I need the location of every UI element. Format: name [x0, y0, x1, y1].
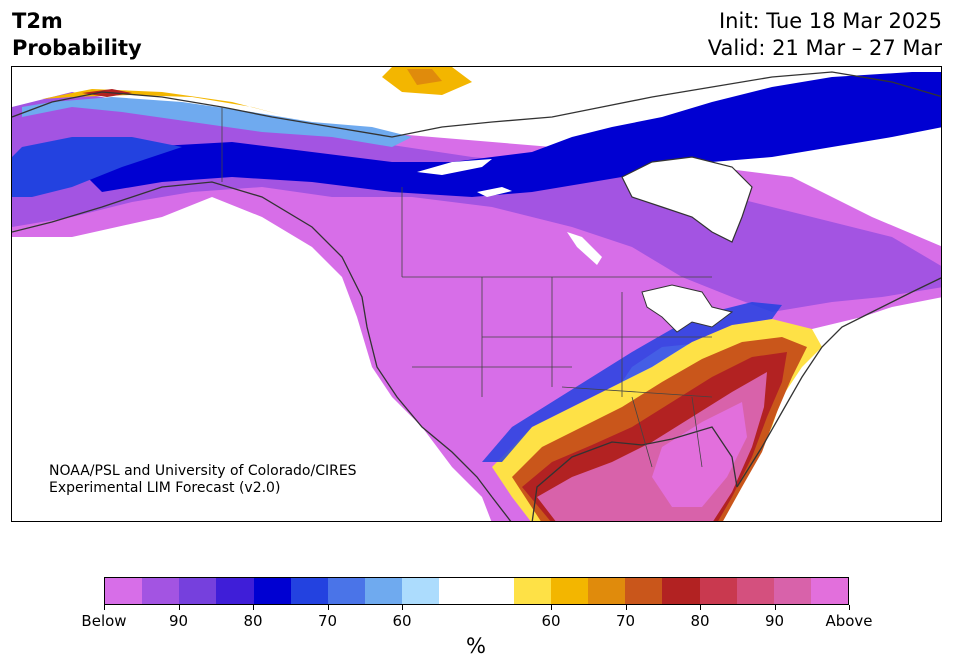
colorbar-tick-mark — [551, 605, 552, 610]
colorbar-tick-label: 60 — [541, 612, 561, 630]
colorbar-segment — [365, 578, 403, 604]
lake-winnipeg — [567, 232, 602, 265]
state-borders — [221, 107, 713, 468]
colorbar-segment — [662, 578, 700, 604]
credit-text: NOAA/PSL and University of Colorado/CIRE… — [49, 463, 357, 497]
forecast-dates: Init: Tue 18 Mar 2025 Valid: 21 Mar – 27… — [708, 8, 942, 62]
colorbar-segment — [699, 578, 737, 604]
valid-dates: Valid: 21 Mar – 27 Mar — [707, 36, 942, 60]
colorbar-tick-mark — [327, 605, 329, 610]
lake-athabasca — [477, 187, 512, 197]
credit-line-1: NOAA/PSL and University of Colorado/CIRE… — [49, 463, 357, 479]
colorbar-segment — [513, 578, 551, 604]
colorbar-tick-mark — [774, 605, 776, 610]
colorbar-tick-mark — [104, 605, 105, 610]
hudson-bay — [621, 156, 753, 243]
colorbar-tick-label: 80 — [690, 612, 710, 630]
colorbar-segment — [142, 578, 180, 604]
colorbar-segment — [439, 578, 477, 604]
forecast-map: NOAA/PSL and University of Colorado/CIRE… — [11, 66, 942, 522]
colorbar-segment — [625, 578, 663, 604]
colorbar-tick-mark — [625, 605, 627, 610]
colorbar-segment — [327, 578, 366, 604]
coastline-arctic — [12, 71, 941, 138]
colorbar-tick-label: Below — [81, 612, 127, 630]
map-title: T2m Probability — [12, 8, 142, 62]
colorbar-tick-mark — [253, 605, 254, 610]
colorbar — [104, 577, 849, 605]
colorbar-tick-label: 90 — [168, 612, 189, 630]
region-light-blue-arctic — [22, 97, 412, 147]
colorbar-tick-label: 60 — [392, 612, 412, 630]
colorbar-segment — [550, 578, 589, 604]
colorbar-tick-label: 70 — [317, 612, 338, 630]
init-date: Init: Tue 18 Mar 2025 — [718, 9, 942, 33]
region-above-max — [652, 402, 747, 507]
colorbar-tick-label: 70 — [615, 612, 636, 630]
coastline-west — [12, 181, 493, 498]
colorbar-tick-mark — [700, 605, 701, 610]
colorbar-segment — [736, 578, 774, 604]
region-below-transition — [482, 302, 782, 462]
colorbar-segment — [105, 578, 143, 604]
colorbar-segment — [179, 578, 217, 604]
region-below-80 — [72, 72, 941, 197]
colorbar-segment — [216, 578, 254, 604]
region-blue-mid — [12, 137, 182, 197]
colorbar-tick-label: Above — [825, 612, 873, 630]
coastline-east — [736, 277, 941, 488]
colorbar-tick-mark — [849, 605, 850, 610]
colorbar-segment — [773, 578, 811, 604]
product-label: Probability — [12, 36, 142, 60]
colorbar-tick-label: 80 — [243, 612, 263, 630]
colorbar-tick-label: 90 — [764, 612, 785, 630]
variable-label: T2m — [12, 9, 63, 33]
map-canvas — [12, 67, 941, 521]
great-slave-lake — [417, 159, 492, 175]
credit-line-2: Experimental LIM Forecast (v2.0) — [49, 480, 281, 496]
colorbar-segment — [290, 578, 328, 604]
region-above-yukon-orange — [407, 69, 442, 85]
colorbar-segment — [588, 578, 626, 604]
colorbar-segment — [810, 578, 849, 604]
colorbar-tick-mark — [178, 605, 180, 610]
colorbar-segment — [476, 578, 514, 604]
colorbar-segment — [253, 578, 291, 604]
colorbar-unit: % — [466, 634, 486, 658]
colorbar-tick-mark — [402, 605, 403, 610]
colorbar-segment — [402, 578, 440, 604]
coastline-gulf — [491, 426, 738, 521]
great-lakes — [641, 284, 734, 333]
